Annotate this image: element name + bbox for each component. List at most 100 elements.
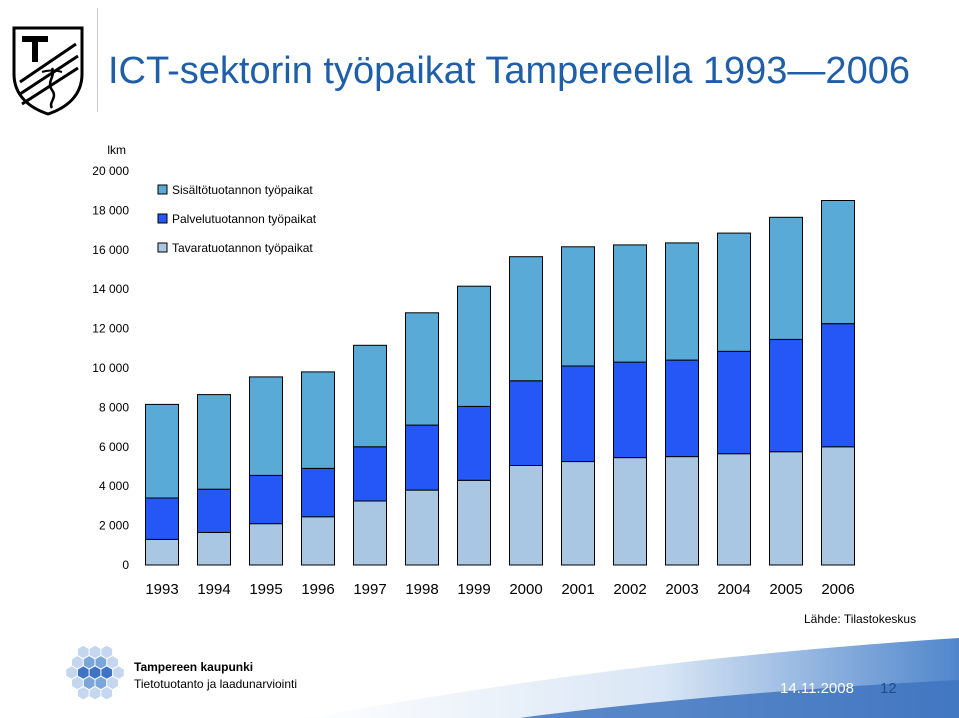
bar-segment	[405, 312, 439, 426]
x-tick-label: 1994	[197, 581, 230, 598]
logo-hexagon	[89, 687, 101, 700]
department-name: Tietotuotanto ja laadunarviointi	[134, 677, 297, 691]
logo-hexagon	[72, 676, 83, 690]
logo-hexagon	[83, 676, 95, 690]
page-number: 12	[880, 680, 897, 697]
logo-hexagon	[113, 666, 124, 679]
x-tick-label: 2002	[613, 581, 646, 598]
bar-segment	[717, 350, 751, 455]
bar-segment	[301, 516, 335, 566]
logo-hexagon	[95, 676, 107, 690]
bar-segment	[145, 538, 179, 566]
organization-name: Tampereen kaupunki	[134, 660, 254, 674]
bar-segment	[405, 424, 439, 491]
y-tick-label: 16 000	[92, 243, 129, 257]
tampere-coat-of-arms-icon	[12, 26, 84, 116]
bar-segment	[197, 532, 231, 566]
bar-segment	[665, 359, 699, 458]
bar-segment	[717, 232, 751, 352]
logo-hexagon	[95, 656, 107, 669]
bar-segment	[561, 365, 595, 462]
logo-hexagon	[101, 666, 113, 679]
bar-segment	[145, 403, 179, 499]
logo-hexagon	[77, 687, 89, 700]
bar-segment	[769, 216, 803, 340]
y-tick-label: 10 000	[92, 361, 129, 375]
x-tick-label: 1996	[301, 581, 334, 598]
bar-segment	[353, 446, 387, 502]
y-tick-label: 6 000	[99, 440, 129, 454]
slide-date: 14.11.2008	[780, 680, 854, 697]
bar-segment	[301, 468, 335, 518]
bar-segment	[613, 244, 647, 363]
legend: Sisältötuotannon työpaikat Palvelutuotann…	[157, 183, 317, 255]
bar-segment	[821, 323, 855, 448]
x-tick-label: 1995	[249, 581, 282, 598]
y-axis-label: lkm	[107, 143, 126, 157]
bar-segment	[405, 489, 439, 566]
legend-label: Palvelutuotannon työpaikat	[172, 212, 317, 226]
y-tick-label: 2 000	[99, 519, 129, 533]
legend-label: Sisältötuotannon työpaikat	[172, 183, 313, 197]
logo-hexagon	[77, 645, 89, 659]
x-tick-label: 2006	[821, 581, 854, 598]
bar-segment	[301, 371, 335, 469]
bar-segment	[509, 380, 543, 466]
y-axis: lkm 0 2 000 4 000 6 000 8 000 10 000 12 000 14 0…	[92, 143, 129, 572]
bar-segment	[665, 456, 699, 566]
bar-segment	[509, 256, 543, 382]
bar-segment	[769, 451, 803, 566]
y-tick-label: 8 000	[99, 400, 129, 414]
logo-hexagon	[83, 656, 95, 669]
x-tick-label: 1993	[145, 581, 178, 598]
bar-segment	[509, 465, 543, 566]
y-tick-label: 0	[122, 558, 129, 572]
x-tick-label: 2001	[561, 581, 594, 598]
logo-hexagon	[77, 666, 89, 679]
legend-label: Tavaratuotannon työpaikat	[172, 241, 313, 255]
legend-swatch	[157, 213, 168, 224]
y-tick-label: 12 000	[92, 322, 129, 336]
x-tick-label: 1997	[353, 581, 386, 598]
bar-segment	[665, 242, 699, 361]
legend-swatch	[157, 242, 168, 253]
bar-segment	[561, 246, 595, 367]
bar-segment	[821, 446, 855, 566]
y-tick-label: 14 000	[92, 282, 129, 296]
bar-segment	[613, 457, 647, 566]
bar-segment	[821, 200, 855, 325]
bar-segment	[353, 500, 387, 566]
logo-hexagon	[66, 666, 77, 679]
tampere-hexagon-logo-icon	[66, 645, 124, 700]
bar-segment	[249, 474, 283, 525]
bar-segment	[145, 497, 179, 540]
logo-hexagon	[107, 676, 118, 690]
logo-hexagon	[107, 656, 118, 669]
bar-segment	[561, 461, 595, 566]
bar-segment	[769, 338, 803, 453]
legend-swatch	[157, 184, 168, 195]
bar-segment	[197, 394, 231, 490]
y-tick-label: 4 000	[99, 479, 129, 493]
y-tick-label: 18 000	[92, 203, 129, 217]
y-tick-label: 20 000	[92, 164, 129, 178]
x-tick-label: 2005	[769, 581, 802, 598]
bar-segment	[353, 344, 387, 448]
bar-segment	[249, 376, 283, 476]
logo-hexagon	[72, 656, 83, 669]
logo-hexagon	[101, 645, 113, 659]
header-divider	[97, 8, 98, 112]
bar-segment	[717, 453, 751, 566]
bar-segment	[197, 488, 231, 534]
footer-band	[300, 638, 959, 718]
x-tick-label: 2000	[509, 581, 542, 598]
bars	[145, 200, 855, 566]
source-note: Lähde: Tilastokeskus	[804, 612, 917, 626]
stacked-bar-chart: lkm 0 2 000 4 000 6 000 8 000 10 000 12 000 14 0…	[92, 143, 855, 598]
bar-segment	[457, 285, 491, 407]
bar-segment	[249, 523, 283, 566]
logo-hexagon	[101, 687, 113, 700]
x-tick-label: 2003	[665, 581, 698, 598]
page-title: ICT-sektorin työpaikat Tampereella 1993—…	[108, 50, 910, 92]
x-axis: 1993 1994 1995 1996 1997 1998 1999 2000 2001 2002…	[145, 581, 854, 598]
